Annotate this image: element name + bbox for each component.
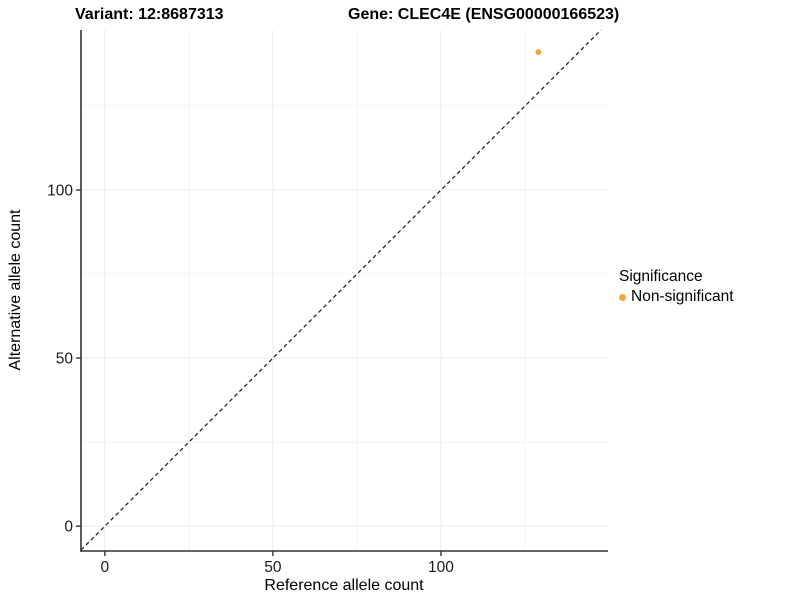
x-axis-title: Reference allele count [264,577,424,594]
x-tick-label: 50 [264,559,282,576]
identity-line [80,29,602,551]
y-tick-label: 100 [47,182,73,199]
legend-item-label: Non-significant [631,288,734,305]
variant-title: Variant: 12:8687313 [75,6,224,23]
y-tick-label: 50 [56,351,74,368]
x-tick-label: 100 [428,559,454,576]
legend-title: Significance [619,268,703,285]
gene-title: Gene: CLEC4E (ENSG00000166523) [348,6,620,23]
y-tick-label: 0 [64,519,73,536]
legend-item: Non-significant [619,288,734,306]
legend-point-icon [619,293,626,301]
y-axis-title: Alternative allele count [7,209,24,371]
x-tick-label: 0 [101,559,110,576]
legend: Significance Non-significant [619,268,734,306]
data-point [535,49,542,56]
